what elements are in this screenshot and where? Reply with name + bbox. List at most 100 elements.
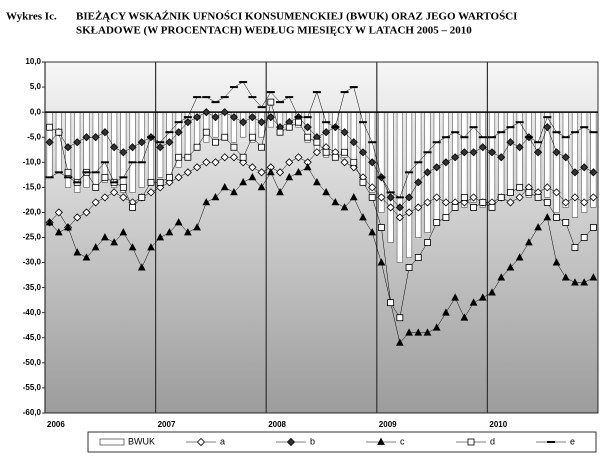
legend-label: b — [310, 436, 315, 446]
marker — [183, 118, 192, 127]
marker — [570, 193, 580, 202]
marker — [276, 128, 284, 136]
marker — [349, 193, 358, 201]
marker — [405, 264, 413, 271]
x-tick-label: 2007 — [158, 420, 176, 429]
marker — [183, 168, 192, 177]
marker — [423, 198, 432, 207]
marker — [396, 314, 404, 322]
marker — [285, 123, 293, 131]
marker — [506, 138, 515, 147]
bar — [553, 111, 560, 213]
marker — [534, 148, 543, 157]
bar — [83, 111, 90, 188]
marker — [341, 148, 348, 156]
marker — [589, 168, 598, 177]
marker — [405, 328, 413, 336]
marker — [82, 253, 91, 261]
marker — [257, 183, 266, 191]
marker — [349, 138, 358, 147]
marker — [184, 153, 192, 161]
marker — [497, 193, 505, 201]
marker — [174, 128, 183, 137]
marker — [580, 278, 589, 286]
marker — [553, 214, 560, 221]
marker — [423, 168, 432, 177]
marker — [211, 158, 220, 167]
bar — [415, 111, 422, 238]
marker — [368, 228, 377, 236]
marker — [552, 188, 561, 197]
marker — [110, 143, 119, 152]
marker — [193, 223, 201, 231]
marker — [432, 323, 441, 331]
marker — [147, 243, 155, 251]
marker — [64, 223, 72, 231]
marker — [91, 133, 100, 142]
marker — [340, 128, 349, 137]
marker — [350, 158, 358, 166]
marker — [377, 258, 386, 266]
marker — [248, 113, 257, 122]
y-tick-label: -35,0 — [23, 283, 42, 292]
bar — [470, 111, 477, 203]
marker — [589, 193, 598, 202]
marker — [507, 188, 514, 196]
marker — [479, 198, 487, 206]
bar — [590, 111, 597, 208]
marker — [395, 213, 404, 222]
legend — [87, 431, 597, 453]
marker — [359, 213, 367, 221]
marker — [55, 128, 63, 136]
marker — [580, 198, 589, 207]
marker — [175, 153, 183, 161]
marker — [368, 193, 376, 201]
x-tick-label: 2010 — [489, 420, 507, 429]
legend-marker — [196, 437, 206, 447]
marker — [552, 148, 561, 157]
marker — [193, 143, 201, 151]
bar — [396, 111, 403, 263]
marker — [543, 183, 552, 192]
marker — [54, 228, 63, 236]
marker — [257, 118, 266, 127]
marker — [331, 198, 340, 206]
marker — [266, 113, 275, 122]
marker — [285, 158, 294, 167]
marker — [451, 293, 460, 301]
marker — [469, 148, 478, 157]
marker — [506, 198, 515, 207]
y-tick-label: -5,0 — [27, 132, 41, 141]
legend-swatch — [99, 438, 125, 446]
y-tick-label: -55,0 — [23, 383, 42, 392]
marker — [414, 178, 423, 187]
bar — [571, 111, 579, 218]
marker — [129, 204, 136, 211]
marker — [570, 168, 580, 177]
marker — [101, 233, 109, 241]
marker — [45, 138, 54, 147]
marker — [138, 193, 146, 201]
marker — [395, 338, 404, 346]
marker — [100, 193, 109, 202]
marker — [193, 113, 202, 122]
marker — [534, 193, 542, 201]
marker — [497, 153, 506, 162]
legend-label: d — [490, 436, 495, 446]
marker — [146, 188, 156, 197]
marker — [248, 172, 257, 181]
marker — [258, 143, 265, 151]
marker — [340, 203, 349, 211]
marker — [202, 198, 211, 206]
marker — [257, 168, 266, 177]
marker — [294, 167, 303, 176]
marker — [285, 172, 294, 181]
marker — [156, 233, 165, 241]
marker — [387, 299, 395, 307]
marker — [220, 183, 229, 191]
marker — [229, 113, 239, 122]
bar — [387, 111, 394, 243]
marker — [166, 173, 173, 181]
marker — [276, 188, 284, 196]
marker — [571, 244, 579, 251]
